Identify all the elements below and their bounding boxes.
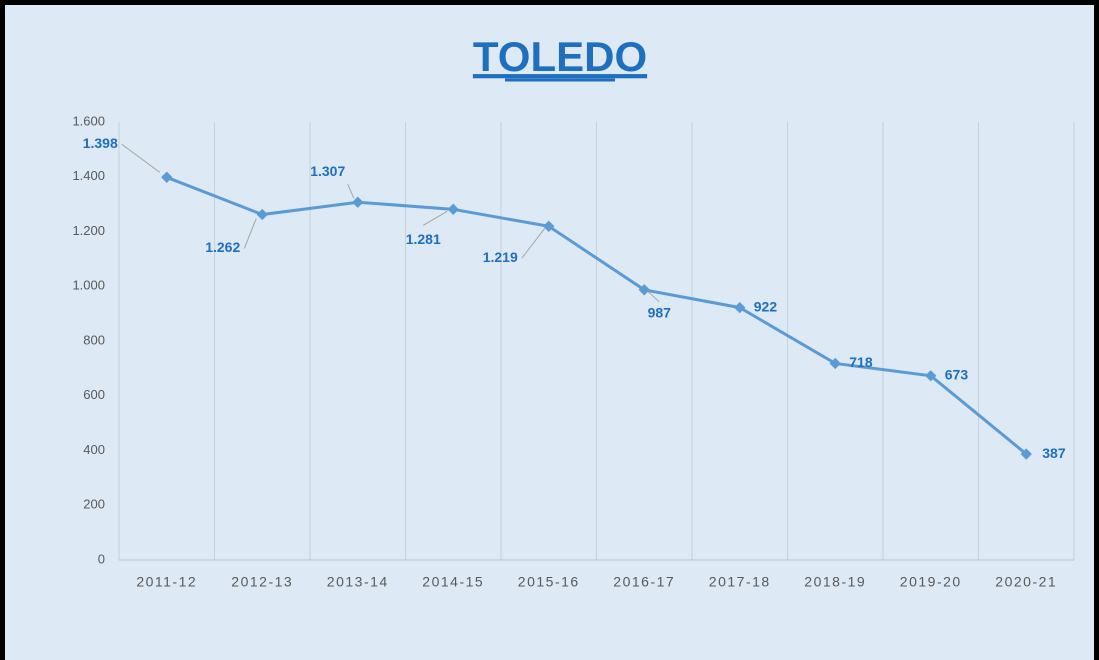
x-tick-label: 2015-16 [518, 574, 580, 590]
marker [447, 203, 459, 215]
marker [734, 301, 746, 314]
marker [161, 171, 173, 183]
x-tick-label: 2011-12 [136, 574, 197, 590]
marker [1020, 448, 1032, 460]
x-tick-label: 2017-18 [709, 574, 771, 590]
data-label: 1.262 [205, 239, 240, 255]
x-tick-label: 2013-14 [327, 574, 389, 590]
marker [352, 196, 364, 208]
line [166, 175, 1028, 456]
leader-line [422, 210, 448, 226]
leader-line [243, 218, 257, 249]
data-label: 1.307 [310, 163, 345, 179]
y-tick-label: 600 [83, 387, 105, 402]
leader-line [647, 291, 660, 303]
x-tick-label: 2018-19 [804, 574, 866, 590]
data-label: 673 [945, 366, 969, 382]
marker [256, 208, 268, 221]
marker [638, 284, 650, 296]
data-label: 922 [754, 298, 778, 314]
leader-line [521, 227, 546, 259]
x-tick-label: 2012-13 [231, 574, 293, 590]
data-label: 1.219 [483, 249, 518, 265]
data-label: 1.398 [83, 135, 118, 151]
marker [925, 370, 937, 382]
leader-line [347, 184, 355, 199]
x-tick-label: 2014-15 [422, 574, 484, 590]
y-tick-label: 0 [98, 551, 105, 566]
data-label: 1.281 [406, 231, 441, 247]
y-tick-label: 1.400 [72, 168, 105, 183]
y-tick-label: 200 [83, 497, 105, 512]
y-tick-label: 1.200 [72, 223, 105, 238]
data-label: 987 [648, 305, 672, 321]
y-tick-label: 1.600 [72, 113, 105, 128]
y-tick-label: 1.000 [72, 278, 105, 293]
chart-title: TOLEDO [473, 33, 647, 80]
data-label: 387 [1042, 445, 1066, 461]
data-label: 718 [849, 354, 873, 370]
y-tick-label: 800 [83, 332, 105, 347]
x-tick-label: 2016-17 [613, 574, 675, 590]
marker [543, 220, 555, 232]
leader-line [121, 143, 161, 173]
x-tick-label: 2020-21 [995, 574, 1057, 590]
y-tick-label: 400 [83, 442, 105, 457]
marker [829, 357, 841, 370]
x-tick-label: 2019-20 [900, 574, 962, 590]
